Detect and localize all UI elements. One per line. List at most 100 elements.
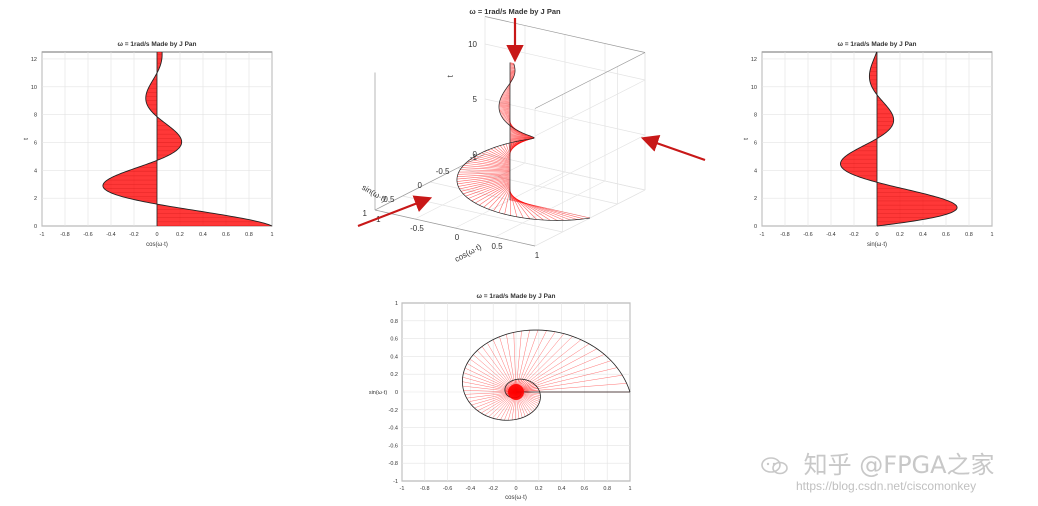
x-tick-label: -0.8 [780, 232, 789, 238]
surface-spoke [458, 176, 511, 187]
wall-gridline [534, 134, 646, 192]
surface-spoke [505, 117, 511, 123]
surface-spoke [465, 180, 511, 197]
surface-spoke [506, 88, 511, 92]
surface-spoke [471, 182, 511, 202]
z-tick-label: 5 [473, 95, 478, 104]
box-edge [484, 16, 646, 53]
surface-spoke [509, 70, 516, 72]
surface-spoke [461, 167, 511, 171]
y-tick-label: 0.4 [390, 354, 398, 360]
surface-spoke [509, 137, 534, 139]
surface-spoke [500, 97, 511, 100]
x-tick-label: 0.5 [491, 242, 503, 251]
surface-spoke [461, 178, 511, 192]
y-tick-label: 0 [395, 390, 398, 396]
surface-spoke [502, 144, 511, 158]
y-tick-label: -0.8 [389, 461, 398, 467]
x-tick-label: 0.6 [222, 232, 230, 238]
watermark-url: https://blog.csdn.net/ciscomonkey [796, 479, 977, 493]
surface-spoke [509, 132, 530, 137]
surface-spoke [503, 92, 511, 95]
surface-spoke [490, 148, 511, 161]
x-axis-label: cos(ω·t) [146, 242, 168, 248]
surface-spoke [509, 72, 515, 75]
x-tick-label: -1 [760, 232, 765, 238]
y-tick-label: -0.2 [389, 408, 398, 414]
x-tick-label: -0.4 [466, 486, 475, 492]
surface-spoke [504, 188, 511, 215]
y-tick-label: 10 [31, 85, 37, 91]
watermark-brand: 知乎 @FPGA之家 [760, 445, 995, 480]
x-tick-label: -0.6 [443, 486, 452, 492]
z-axis-label: t [446, 74, 455, 77]
box-edge [374, 209, 536, 247]
x-tick-label: -0.4 [826, 232, 835, 238]
helix-curve [456, 63, 591, 221]
curve-line [840, 51, 958, 227]
x-tick-label: 0.2 [896, 232, 904, 238]
x-axis-label: sin(ω·t) [867, 242, 887, 248]
y-tick-label: -1 [393, 479, 398, 485]
surface-spoke [503, 93, 511, 96]
surface-spoke [504, 91, 511, 94]
surface-spoke [509, 131, 529, 136]
x-tick-label: 0.4 [199, 232, 207, 238]
x-tick-label: 0.6 [942, 232, 950, 238]
left-chart: ω = 1rad/s Made by J Pan -1 -0.8 -0.6 -0.4 -0… [23, 41, 274, 248]
surface-spoke [465, 163, 511, 169]
surface-spoke [509, 190, 518, 217]
center-3d-chart: ω = 1rad/s Made by J Pan-1-0.500.51-1-0.… [357, 7, 706, 264]
surface-spoke [500, 111, 511, 116]
surface-spoke [509, 74, 515, 77]
surface-spoke [509, 134, 532, 137]
surface-spoke [498, 187, 511, 213]
surface-spoke [502, 113, 511, 119]
surface-spoke [496, 146, 511, 159]
surface-spoke [499, 108, 511, 111]
surface-spoke [478, 154, 511, 165]
surface-spoke [470, 159, 511, 167]
surface-spoke [484, 151, 511, 163]
x-tick-label: 0.6 [581, 486, 589, 492]
surface-spoke [499, 109, 511, 114]
y-axis-label: t [23, 138, 30, 140]
surface-spoke [503, 114, 511, 120]
watermark: 知乎 @FPGA之家 https://blog.csdn.net/ciscomo… [760, 445, 1030, 505]
surface-spoke [463, 165, 511, 170]
x-tick-label: 1 [535, 251, 540, 260]
surface-spoke [509, 133, 531, 137]
y-tick-label: 12 [751, 57, 757, 63]
surface-spoke [509, 191, 524, 219]
surface-spoke [475, 155, 511, 166]
y-tick-label: 4 [34, 168, 37, 174]
surface-spoke [509, 63, 515, 65]
surface-spoke [500, 110, 511, 115]
surface-spoke [509, 137, 535, 141]
y-axis-label: sin(ω·t) [360, 183, 388, 204]
surface-spoke [475, 183, 511, 204]
chart-title: ω = 1rad/s Made by J Pan [476, 293, 555, 300]
x-tick-label: -0.4 [106, 232, 115, 238]
z-tick-label: 0 [473, 150, 478, 159]
z-tick-label: 10 [468, 40, 477, 49]
surface-spoke [456, 174, 511, 180]
surface-spoke [498, 104, 511, 107]
x-tick-label: 0.4 [558, 486, 566, 492]
surface-spoke [493, 147, 511, 160]
x-tick-label: 0.8 [965, 232, 973, 238]
chart-title: ω = 1rad/s Made by J Pan [117, 41, 196, 48]
right-chart: ω = 1rad/s Made by J Pan -1 -0.8 -0.6 -0.4 -0… [743, 41, 994, 248]
y-tick-label: 1 [395, 301, 398, 307]
y-tick-label: 0 [34, 224, 37, 230]
surface-spoke [463, 179, 511, 195]
surface-spoke [472, 157, 511, 166]
surface-spoke [499, 107, 511, 110]
surface-spoke [504, 90, 511, 93]
x-axis-label: cos(ω·t) [505, 495, 527, 501]
x-tick-label: 0.8 [245, 232, 253, 238]
surface-spoke [506, 118, 511, 124]
surface-spoke [499, 103, 511, 105]
x-tick-label: 0 [455, 233, 460, 242]
surface-spoke [488, 185, 511, 210]
